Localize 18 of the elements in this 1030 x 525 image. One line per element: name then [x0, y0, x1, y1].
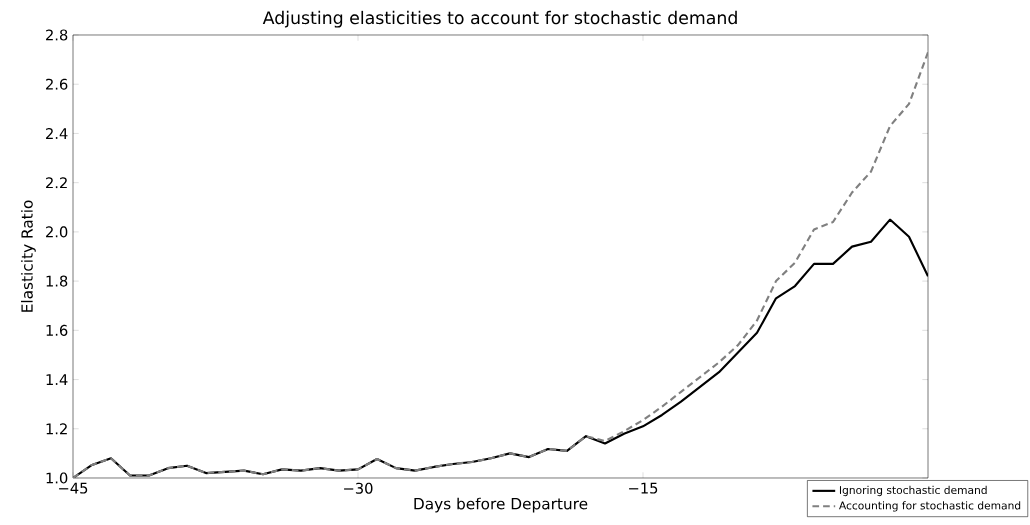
- x-tick-label: −45: [59, 482, 88, 494]
- y-tick-label: 2.4: [46, 128, 68, 139]
- y-tick-label: 2.2: [46, 177, 67, 189]
- y-tick-label: 2.8: [46, 29, 68, 41]
- y-axis-title: Elasticity Ratio: [20, 200, 36, 312]
- y-tick-label: 1.8: [46, 275, 68, 287]
- chart-title: Adjusting elasticities to account for stochastic demand: [262, 10, 737, 28]
- x-tick-label: −15: [629, 482, 658, 494]
- y-tick-label: 1.2: [46, 423, 67, 435]
- y-tick-label: 1.6: [46, 324, 68, 336]
- y-tick-label: 1.0: [46, 472, 68, 484]
- y-tick-label: 2.0: [46, 226, 68, 238]
- legend-label: Ignoring stochastic demand: [839, 485, 987, 497]
- x-axis-title: Days before Departure: [414, 497, 588, 513]
- y-tick-label: 1.4: [46, 374, 68, 385]
- y-tick-label: 2.6: [46, 78, 68, 90]
- x-tick-label: −30: [344, 482, 373, 494]
- legend-label: Accounting for stochastic demand: [839, 501, 1021, 512]
